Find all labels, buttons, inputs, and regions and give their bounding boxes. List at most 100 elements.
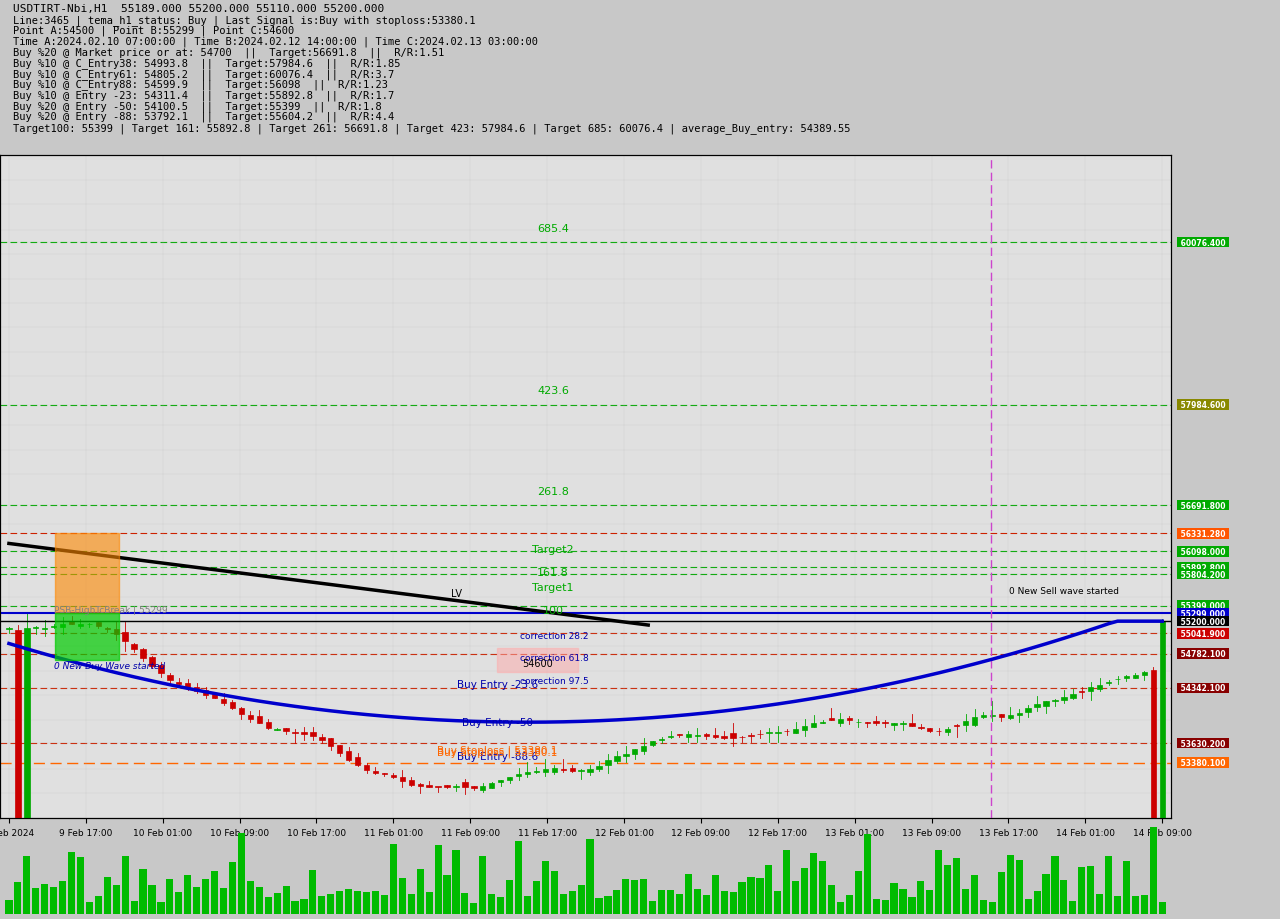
Bar — [408, 894, 415, 914]
Bar — [703, 895, 710, 914]
Bar — [283, 886, 289, 914]
Bar — [1149, 827, 1157, 914]
Bar — [346, 890, 352, 914]
Text: 0 New Buy Wave started: 0 New Buy Wave started — [54, 661, 165, 670]
Bar — [694, 889, 701, 914]
Bar — [247, 880, 253, 914]
Text: correction 28.2: correction 28.2 — [521, 631, 589, 641]
Text: Buy Stoploss | 53380.1: Buy Stoploss | 53380.1 — [436, 747, 557, 757]
Bar — [23, 856, 31, 914]
Bar — [132, 644, 137, 650]
Bar — [1088, 687, 1093, 692]
Text: Time A:2024.02.10 07:00:00 | Time B:2024.02.12 14:00:00 | Time C:2024.02.13 03:0: Time A:2024.02.10 07:00:00 | Time B:2024… — [13, 37, 538, 47]
Bar — [51, 626, 56, 628]
Bar — [166, 879, 174, 914]
Bar — [801, 868, 808, 914]
Bar — [605, 760, 611, 766]
Text: 0 New Sell wave started: 0 New Sell wave started — [1009, 586, 1119, 596]
Bar — [328, 739, 334, 746]
Text: 261.8: 261.8 — [538, 486, 570, 496]
Bar — [730, 892, 737, 914]
Bar — [193, 887, 200, 914]
Bar — [776, 732, 781, 733]
Bar — [515, 841, 522, 914]
Bar — [471, 787, 476, 789]
Bar — [408, 780, 413, 785]
Bar — [425, 891, 433, 914]
Bar — [812, 723, 817, 727]
Bar — [846, 718, 852, 720]
Bar — [104, 878, 111, 914]
Bar — [1105, 856, 1112, 914]
Bar — [95, 896, 102, 914]
Text: 56098.000: 56098.000 — [1178, 548, 1229, 556]
Bar — [140, 868, 147, 914]
Text: 423.6: 423.6 — [538, 386, 570, 396]
Bar — [150, 657, 155, 666]
Bar — [686, 734, 691, 737]
Bar — [1060, 879, 1068, 914]
Bar — [434, 845, 442, 914]
Text: Buy %20 @ Entry -88: 53792.1  ||  Target:55604.2  ||  R/R:4.4: Buy %20 @ Entry -88: 53792.1 || Target:5… — [13, 112, 394, 122]
Bar — [498, 780, 503, 782]
Bar — [24, 629, 29, 919]
Bar — [1132, 896, 1139, 914]
Bar — [1133, 675, 1138, 678]
Bar — [470, 902, 477, 914]
Bar — [1042, 875, 1050, 914]
Bar — [14, 882, 22, 914]
Bar — [828, 719, 835, 720]
Bar — [731, 732, 736, 738]
Text: 55200.000: 55200.000 — [1178, 617, 1228, 626]
Bar — [1151, 670, 1156, 919]
Text: 60076.400: 60076.400 — [1178, 238, 1229, 247]
Bar — [641, 746, 646, 751]
Bar — [1087, 867, 1094, 914]
Bar — [148, 885, 156, 914]
Bar — [794, 730, 799, 732]
Bar — [114, 629, 119, 634]
Bar — [238, 834, 244, 914]
Bar — [60, 624, 65, 628]
Bar — [534, 771, 539, 772]
Text: Buy Entry -23.6: Buy Entry -23.6 — [457, 679, 538, 689]
Text: 56331.280: 56331.280 — [1178, 529, 1229, 539]
Bar — [337, 745, 343, 753]
Bar — [443, 875, 451, 914]
Text: Buy Entry -50: Buy Entry -50 — [462, 717, 532, 727]
Bar — [891, 882, 897, 914]
Bar — [1052, 700, 1057, 702]
Bar — [202, 879, 209, 914]
Bar — [301, 899, 307, 914]
Bar — [613, 891, 621, 914]
Bar — [532, 881, 540, 914]
Bar — [1015, 860, 1023, 914]
Bar — [1096, 893, 1103, 914]
Bar — [604, 896, 612, 914]
Bar — [177, 682, 182, 684]
Bar — [997, 872, 1005, 914]
Bar — [319, 896, 325, 914]
Text: Buy %10 @ Entry -23: 54311.4  ||  Target:55892.8  ||  R/R:1.7: Buy %10 @ Entry -23: 54311.4 || Target:5… — [13, 90, 394, 101]
Bar — [810, 853, 817, 914]
Bar — [596, 766, 602, 769]
Bar — [69, 622, 74, 625]
Bar — [274, 892, 280, 914]
Bar — [541, 861, 549, 914]
Bar — [1142, 672, 1147, 675]
Bar — [96, 623, 101, 627]
Text: Buy %20 @ Entry -50: 54100.5  ||  Target:55399  ||  R/R:1.8: Buy %20 @ Entry -50: 54100.5 || Target:5… — [13, 101, 381, 111]
Bar — [55, 534, 119, 614]
Bar — [722, 737, 727, 739]
Bar — [820, 721, 826, 723]
Bar — [195, 686, 200, 691]
Bar — [882, 900, 888, 914]
Bar — [559, 893, 567, 914]
Bar — [283, 728, 289, 732]
Bar — [792, 881, 799, 914]
Bar — [265, 897, 271, 914]
Bar — [265, 722, 271, 728]
Text: 685.4: 685.4 — [538, 223, 570, 233]
Bar — [632, 749, 637, 754]
Text: 55892.800: 55892.800 — [1178, 563, 1229, 573]
